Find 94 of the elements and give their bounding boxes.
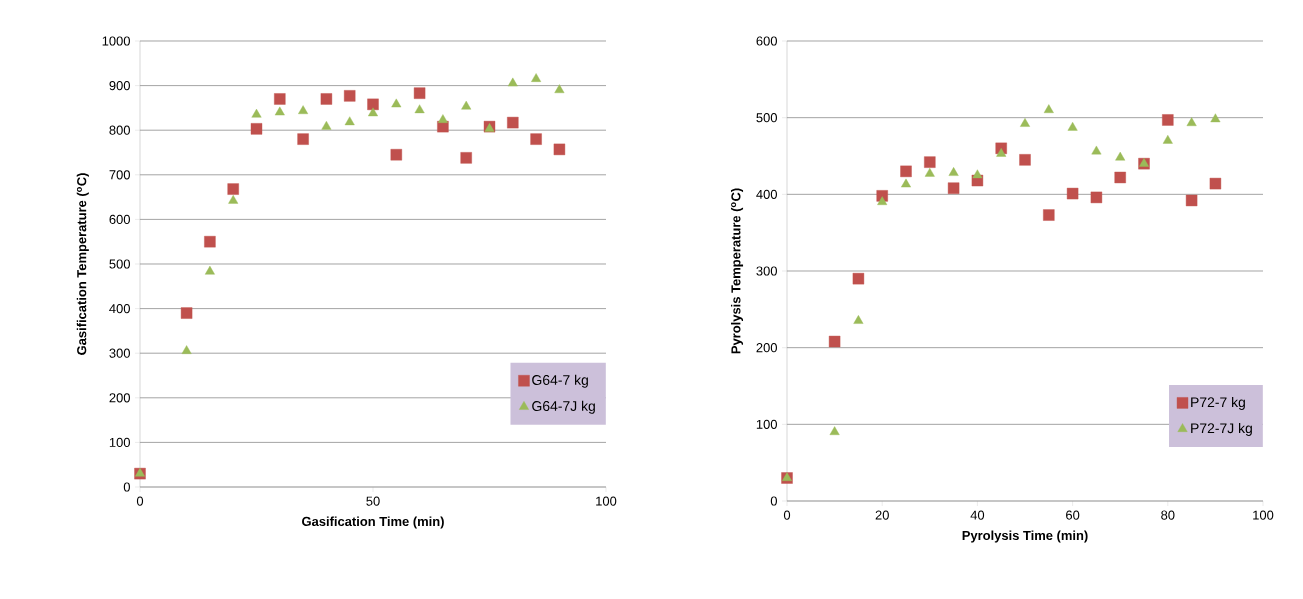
point [180,307,193,319]
point [1019,154,1031,166]
point [1162,134,1173,144]
point [274,106,285,116]
point [250,123,263,135]
point [972,169,983,179]
y-tick-label: 1000 [102,36,130,46]
y-axis-title: Pyrolysis Temperature ($^{o}$C) [730,188,744,354]
point [1115,151,1126,161]
y-tick-label: 300 [109,348,130,358]
point [413,87,426,99]
point [274,93,286,105]
y-tick-label: 100 [756,419,777,429]
x-axis-title: Pyrolysis Time (min) [962,530,1088,543]
x-tick-label: 100 [1253,510,1274,520]
point [368,107,378,117]
point [204,265,215,275]
point [924,156,936,168]
point [507,77,518,87]
point [344,116,355,126]
point [181,345,192,354]
y-tick-label: 300 [756,266,777,276]
y-tick-label: 400 [109,304,130,314]
point [530,133,542,145]
y-tick-label: 800 [109,125,130,135]
y-tick-label: 500 [756,113,777,123]
point [531,73,542,82]
point [227,183,239,195]
point [298,105,309,114]
point [829,426,840,435]
point [344,90,356,102]
point [1020,118,1030,127]
x-tick-label: 80 [1161,510,1175,520]
y-tick-label: 600 [756,36,777,46]
point [901,178,911,188]
legend-label: P72-7J kg [1191,422,1252,436]
x-tick-label: 20 [875,510,889,520]
point [996,148,1007,157]
point [1114,171,1126,184]
y-tick-label: 700 [109,170,130,180]
point [828,335,841,348]
point [1162,114,1174,126]
point [1043,104,1054,113]
point [461,100,472,110]
x-tick-label: 0 [136,496,144,506]
y-tick-label: 100 [109,437,130,447]
x-tick-label: 100 [596,496,617,506]
point [204,236,216,248]
y-axis-title: Gasification Temperature ($^{o}$C) [76,173,89,355]
legend-label: P72-7 kg [1191,396,1245,410]
point [553,143,566,156]
point [1210,113,1221,123]
point [391,98,402,108]
point [1209,177,1222,190]
point [853,315,864,324]
x-tick-label: 40 [970,510,985,520]
point [1043,209,1055,221]
y-tick-label: 600 [109,214,130,224]
point [367,98,379,111]
point [948,167,959,176]
y-tick-label: 900 [109,81,130,91]
point [228,194,239,204]
point [321,120,332,130]
point [1186,117,1197,126]
point [1067,121,1078,131]
point [924,167,935,177]
y-tick-label: 0 [123,482,130,492]
point [1091,145,1102,155]
y-tick-label: 200 [109,393,130,403]
point [297,133,309,145]
point [1185,194,1198,207]
x-tick-label: 50 [366,496,380,506]
legend-label: G64-7J kg [532,400,595,414]
point [852,272,865,285]
point [460,152,472,164]
x-axis-title: Gasification Time (min) [302,516,444,529]
y-tick-label: 400 [756,189,777,199]
point [1066,187,1079,200]
y-tick-label: 200 [756,343,777,353]
legend-label: G64-7 kg [532,374,588,388]
point [554,84,565,93]
point [507,116,519,129]
point [437,114,448,123]
point [947,182,960,194]
point [390,149,402,161]
point [320,93,333,105]
point [414,104,425,114]
point [877,196,888,205]
point [251,108,262,118]
point [900,165,912,178]
x-tick-label: 60 [1066,510,1080,520]
x-tick-label: 0 [783,510,791,520]
point [1090,191,1103,204]
y-tick-label: 500 [109,259,130,269]
